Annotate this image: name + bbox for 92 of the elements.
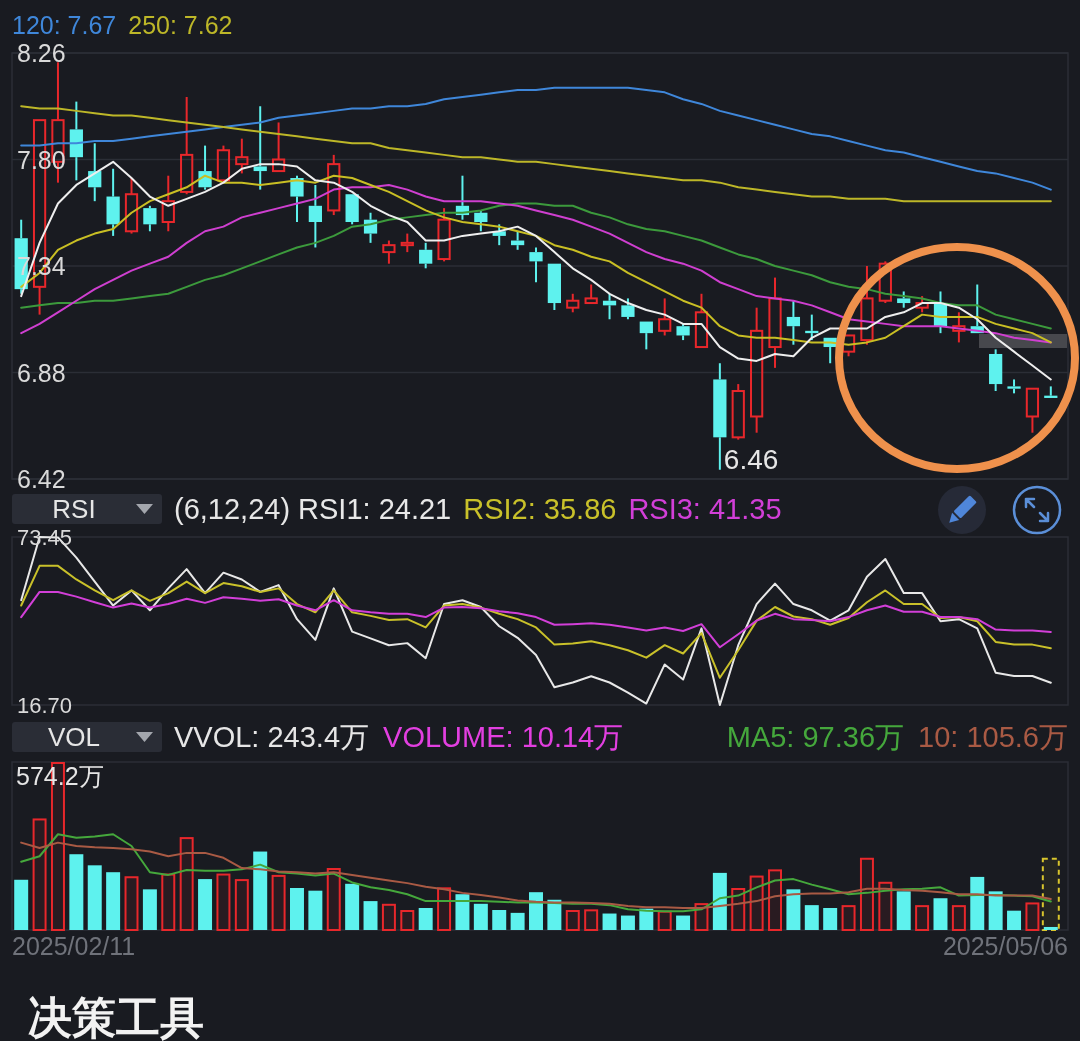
candlestick xyxy=(989,348,1003,393)
text: RSI2: 35.86 xyxy=(463,493,617,525)
bar xyxy=(915,905,930,931)
bar xyxy=(859,857,874,931)
bar xyxy=(1007,910,1022,930)
bar xyxy=(124,876,139,931)
bar xyxy=(823,907,838,930)
bar xyxy=(712,872,727,930)
legend-title: (6,12,24) xyxy=(174,493,291,525)
bar xyxy=(602,913,617,930)
bar xyxy=(271,874,286,931)
candlestick xyxy=(529,246,543,284)
bar xyxy=(87,865,102,930)
candlestick xyxy=(69,100,83,182)
bar xyxy=(620,915,635,930)
line-series xyxy=(20,105,1052,203)
bar xyxy=(345,883,360,930)
text: 10: 105.6万 xyxy=(918,721,1068,753)
bar xyxy=(418,907,433,930)
line-series xyxy=(20,590,1052,649)
bar xyxy=(988,891,1003,930)
y-tick-label: 6.42 xyxy=(17,465,66,493)
candlestick xyxy=(253,105,267,191)
bar xyxy=(290,888,304,930)
bar xyxy=(179,837,194,931)
bar xyxy=(1025,902,1040,931)
annotation: 6.46 xyxy=(723,444,779,476)
candlestick xyxy=(713,362,727,471)
chart-title: RSI xyxy=(52,494,96,524)
bar xyxy=(400,910,415,931)
candlestick xyxy=(694,292,709,349)
y-tick-label: 73.45 xyxy=(17,524,73,550)
bar xyxy=(749,875,764,931)
text: 2025/05/06 xyxy=(942,932,1068,960)
bar xyxy=(32,818,47,931)
text: MA5: 97.36万 xyxy=(726,721,905,753)
bar xyxy=(308,890,323,930)
bar xyxy=(896,891,911,930)
bar xyxy=(161,873,176,931)
bar xyxy=(234,879,249,931)
bar xyxy=(106,872,121,930)
bar xyxy=(804,905,819,930)
y-tick-label: 6.88 xyxy=(17,358,66,387)
chart-title: VOL xyxy=(47,722,101,752)
bar xyxy=(455,894,470,930)
bar xyxy=(565,910,580,931)
text: 决策工具 xyxy=(28,992,204,1041)
bar xyxy=(381,903,396,931)
text: VOLUME: 10.14万 xyxy=(383,721,624,753)
bar xyxy=(363,901,378,930)
candlestick xyxy=(547,263,561,311)
text: RSI1: 24.21 xyxy=(298,493,452,525)
bar xyxy=(786,889,801,930)
text: 250: 7.62 xyxy=(128,11,233,39)
bar xyxy=(951,905,966,931)
y-tick-label: 16.70 xyxy=(17,692,73,718)
text: VVOL: 243.4万 xyxy=(174,721,370,753)
line-series xyxy=(20,86,1052,191)
line-series xyxy=(20,202,1052,330)
candlestick xyxy=(786,299,801,346)
text: 120: 7.67 xyxy=(12,11,117,39)
candlestick xyxy=(639,321,653,351)
bar xyxy=(510,912,525,930)
candlestick xyxy=(1025,387,1040,434)
line-series xyxy=(20,564,1052,679)
bar xyxy=(142,889,157,930)
candlestick xyxy=(271,121,286,173)
bar xyxy=(657,910,672,931)
bar xyxy=(841,905,856,931)
text: RSI3: 41.35 xyxy=(628,493,782,525)
bar xyxy=(198,879,213,930)
bar xyxy=(970,876,985,930)
bar xyxy=(878,881,893,931)
bar xyxy=(1043,926,1058,930)
bar xyxy=(768,869,782,931)
bar xyxy=(584,909,599,931)
bar xyxy=(492,910,507,930)
y-tick-label: 8.26 xyxy=(17,39,66,67)
text: 2025/02/11 xyxy=(12,932,136,960)
bar xyxy=(676,915,691,930)
candlestick xyxy=(768,276,782,369)
bar xyxy=(253,851,268,930)
bar xyxy=(933,898,948,930)
candlestick xyxy=(308,183,322,249)
bar xyxy=(473,903,488,930)
bar xyxy=(1041,857,1060,931)
candlestick xyxy=(750,306,764,434)
bar xyxy=(69,854,84,930)
bar xyxy=(216,873,231,931)
bar xyxy=(529,892,543,930)
bar xyxy=(14,879,29,930)
bar xyxy=(326,868,341,931)
